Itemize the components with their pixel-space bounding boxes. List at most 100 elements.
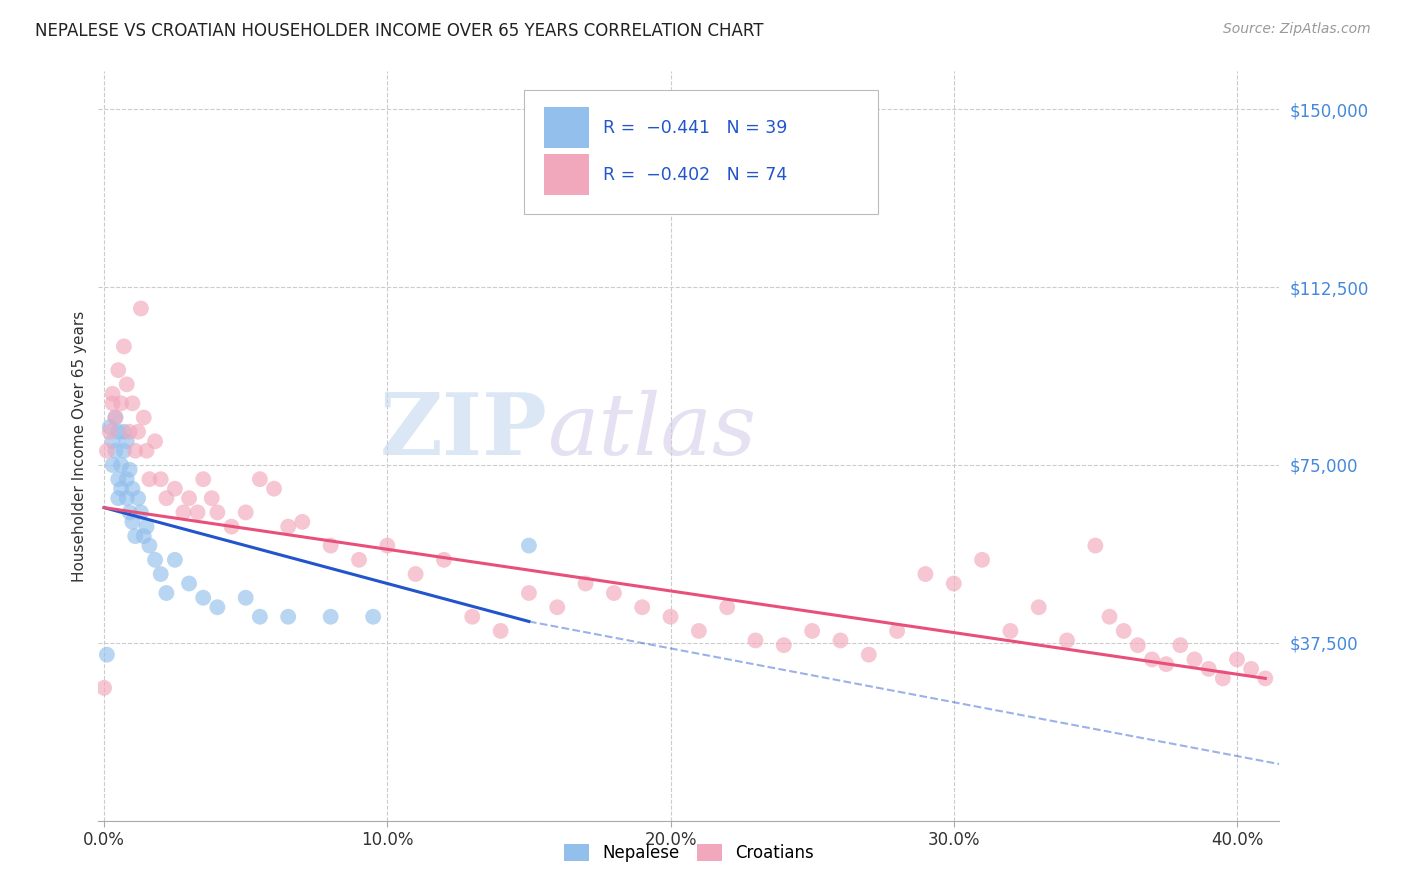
Point [177, 491, 200, 505]
Point [118, 425, 141, 439]
Point [129, 505, 152, 519]
Point [118, 463, 141, 477]
Point [104, 443, 127, 458]
Point [886, 624, 908, 638]
Point [716, 600, 738, 615]
Point [207, 505, 229, 519]
Point [107, 363, 129, 377]
Point [1198, 662, 1220, 676]
Point [603, 586, 626, 600]
Point [110, 458, 132, 472]
Y-axis label: Householder Income Over 65 years: Householder Income Over 65 years [72, 310, 87, 582]
Point [98, 425, 121, 439]
Point [207, 600, 229, 615]
Point [193, 472, 215, 486]
Point [187, 505, 209, 519]
Point [546, 600, 568, 615]
Point [107, 472, 129, 486]
Point [277, 519, 299, 533]
Text: R =  −0.441   N = 39: R = −0.441 N = 39 [603, 119, 787, 136]
Point [132, 529, 155, 543]
Point [127, 425, 149, 439]
Point [1154, 657, 1177, 672]
Text: R =  −0.402   N = 74: R = −0.402 N = 74 [603, 166, 787, 184]
Point [172, 505, 194, 519]
Point [104, 410, 127, 425]
Point [110, 482, 132, 496]
Point [163, 482, 186, 496]
Point [221, 519, 243, 533]
Point [1112, 624, 1135, 638]
Text: ZIP: ZIP [380, 389, 547, 473]
Point [177, 576, 200, 591]
Bar [544, 154, 589, 195]
Point [1212, 672, 1234, 686]
Point [517, 586, 540, 600]
Point [115, 377, 138, 392]
Point [143, 553, 166, 567]
Point [115, 491, 138, 505]
Point [121, 482, 143, 496]
Point [1240, 662, 1263, 676]
Point [361, 609, 384, 624]
Point [461, 609, 484, 624]
Point [107, 425, 129, 439]
Point [801, 624, 824, 638]
Point [193, 591, 215, 605]
Point [1226, 652, 1249, 666]
Point [124, 529, 146, 543]
Point [118, 505, 141, 519]
Point [98, 420, 121, 434]
Point [1028, 600, 1050, 615]
Point [112, 425, 135, 439]
Text: NEPALESE VS CROATIAN HOUSEHOLDER INCOME OVER 65 YEARS CORRELATION CHART: NEPALESE VS CROATIAN HOUSEHOLDER INCOME … [35, 22, 763, 40]
Point [1098, 609, 1121, 624]
Point [319, 539, 342, 553]
Point [124, 443, 146, 458]
Point [115, 434, 138, 449]
Point [163, 553, 186, 567]
FancyBboxPatch shape [523, 90, 877, 214]
Point [249, 472, 271, 486]
Point [830, 633, 852, 648]
Point [101, 387, 124, 401]
Point [121, 515, 143, 529]
Point [263, 482, 285, 496]
Point [489, 624, 512, 638]
Point [138, 472, 160, 486]
Point [112, 443, 135, 458]
Point [112, 339, 135, 353]
Text: atlas: atlas [547, 390, 756, 473]
Point [970, 553, 993, 567]
Point [659, 609, 682, 624]
Point [201, 491, 224, 505]
Point [347, 553, 370, 567]
Point [914, 567, 936, 582]
Point [135, 443, 157, 458]
Point [143, 434, 166, 449]
Point [1084, 539, 1107, 553]
Point [1000, 624, 1022, 638]
Point [149, 472, 172, 486]
Point [319, 609, 342, 624]
Point [1184, 652, 1206, 666]
Point [155, 586, 177, 600]
Bar [544, 107, 589, 148]
Point [249, 609, 271, 624]
Point [96, 443, 118, 458]
Point [517, 539, 540, 553]
Point [942, 576, 965, 591]
Point [107, 491, 129, 505]
Point [405, 567, 427, 582]
Point [688, 624, 710, 638]
Point [858, 648, 880, 662]
Point [433, 553, 456, 567]
Point [235, 591, 257, 605]
Point [127, 491, 149, 505]
Point [375, 539, 398, 553]
Point [149, 567, 172, 582]
Legend: Nepalese, Croatians: Nepalese, Croatians [558, 837, 820, 869]
Point [115, 472, 138, 486]
Point [1126, 638, 1149, 652]
Point [129, 301, 152, 316]
